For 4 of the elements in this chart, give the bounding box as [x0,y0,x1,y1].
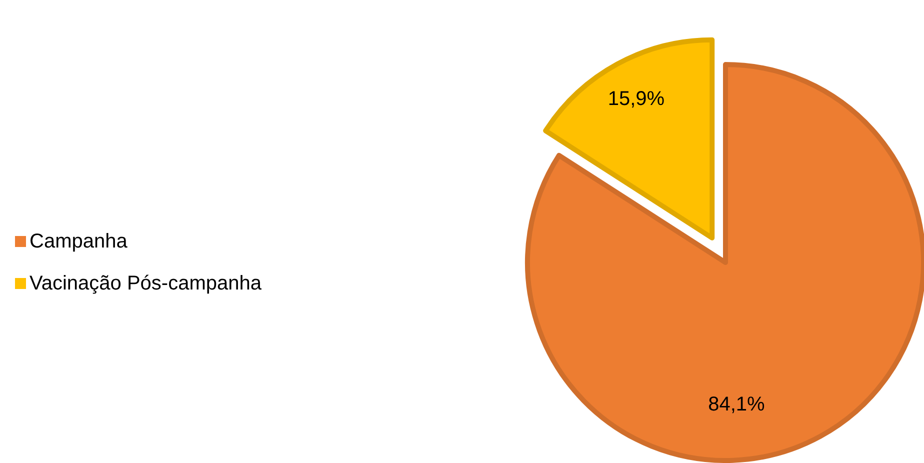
data-label: 84,1% [708,394,766,416]
data-label: 15,9% [608,88,665,110]
legend-label: Campanha [30,230,128,252]
legend-label: Vacinação Pós-campanha [30,272,262,294]
